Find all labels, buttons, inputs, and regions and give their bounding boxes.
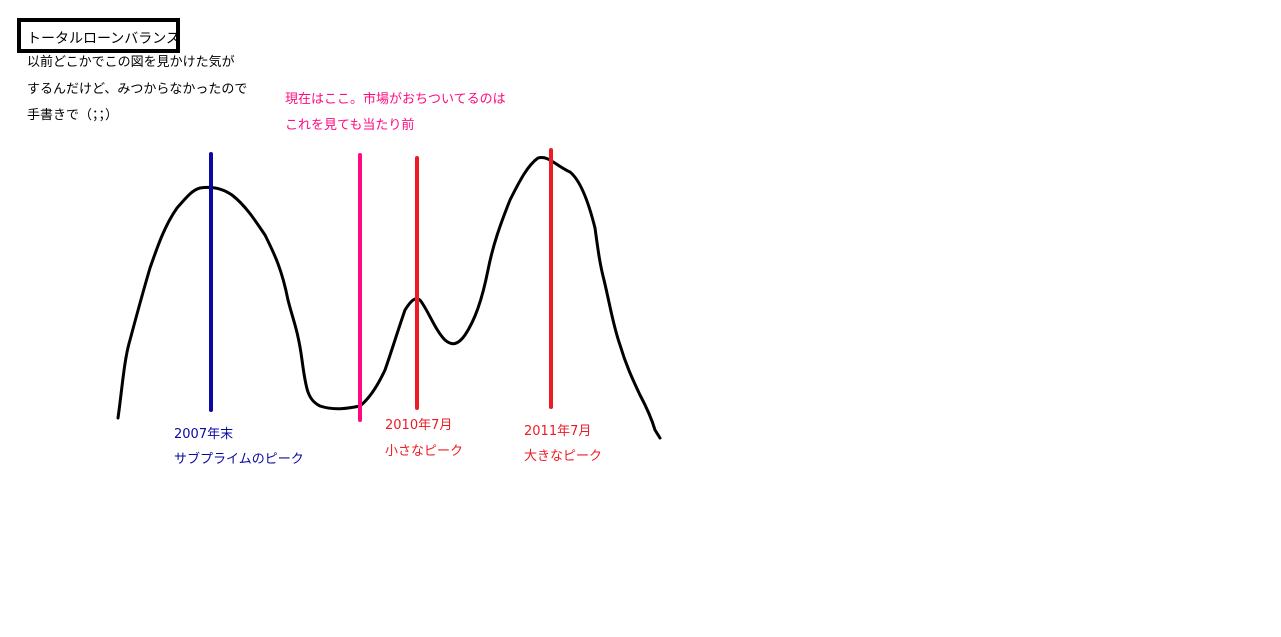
intro-line-3: 手書きで（；；）	[27, 108, 119, 123]
title-box: トータルローンバランス	[17, 18, 180, 53]
marker-2007-label: サブプライムのピーク	[174, 452, 304, 467]
title: トータルローンバランス	[27, 31, 181, 47]
marker-2011-date: 2011年7月	[524, 424, 592, 439]
intro-line-2: するんだけど、みつからなかったので	[27, 82, 248, 97]
marker-2010-date: 2010年7月	[385, 418, 453, 433]
current-note-line-1: 現在はここ。市場がおちついてるのは	[285, 92, 506, 107]
current-note-line-2: これを見ても当たり前	[285, 118, 415, 133]
marker-2007-date: 2007年末	[174, 427, 234, 442]
loan-balance-curve	[116, 155, 662, 440]
marker-2011-label: 大きなピーク	[524, 449, 603, 464]
marker-2010-label: 小さなピーク	[385, 444, 464, 459]
intro-line-1: 以前どこかでこの図を見かけた気が	[27, 55, 235, 70]
